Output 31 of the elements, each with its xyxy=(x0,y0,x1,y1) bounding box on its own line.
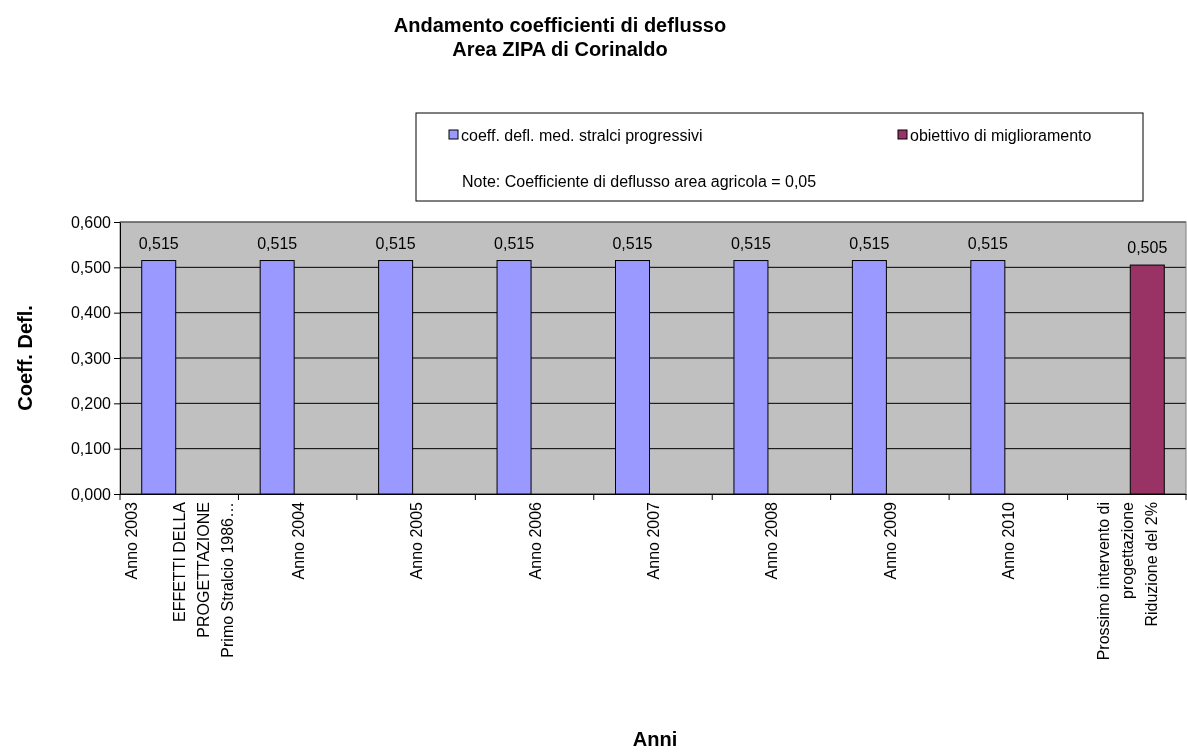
legend-label: obiettivo di miglioramento xyxy=(910,127,1092,144)
data-label: 0,515 xyxy=(375,234,416,252)
y-tick-label: 0,100 xyxy=(70,440,112,458)
y-tick-label: 0,200 xyxy=(70,394,112,412)
data-label: 0,515 xyxy=(494,234,535,252)
x-tick-label: Anno 2006 xyxy=(526,501,544,580)
legend-label: coeff. defl. med. stralci progressivi xyxy=(461,127,703,144)
y-tick-label: 0,500 xyxy=(70,258,112,276)
x-tick-label: Anno 2007 xyxy=(645,501,662,580)
x-tick-label: Anno 2010 xyxy=(1000,501,1018,580)
data-label: 0,505 xyxy=(1127,239,1168,257)
x-tick-label: Anno 2008 xyxy=(763,501,781,580)
data-label: 0,515 xyxy=(730,234,772,252)
x-tick-label: Anno 2009 xyxy=(881,501,899,580)
y-tick-label: 0,000 xyxy=(70,485,112,503)
data-label: 0,515 xyxy=(257,234,298,252)
chart-title: Andamento coefficienti di deflusso Area ZIPA di Corinaldo xyxy=(393,14,727,60)
x-axis-title: Anni xyxy=(632,728,678,750)
data-label: 0,515 xyxy=(612,234,653,252)
data-label: 0,515 xyxy=(138,234,179,252)
x-tick-label: Anno 2004 xyxy=(289,501,307,580)
y-tick-label: 0,600 xyxy=(70,213,112,231)
x-tick-label: Anno 2005 xyxy=(408,501,426,580)
data-label: 0,515 xyxy=(967,234,1008,252)
category-label: Anno 2003 EFFETTI DELLA PROGETTAZIONE Primo Stralcio 1986… xyxy=(123,502,237,658)
text: Note: Coefficiente di deflusso area agricola = 0,05 xyxy=(462,173,817,190)
data-label: 0,515 xyxy=(849,234,890,252)
y-tick-label: 0,400 xyxy=(70,304,112,322)
y-tick-label: 0,300 xyxy=(70,349,112,367)
x-tick-label: Prossimo intervento di progettazione Riduzione del 2% xyxy=(1094,501,1160,661)
y-axis-title: Coeff. Defl. xyxy=(14,305,36,411)
